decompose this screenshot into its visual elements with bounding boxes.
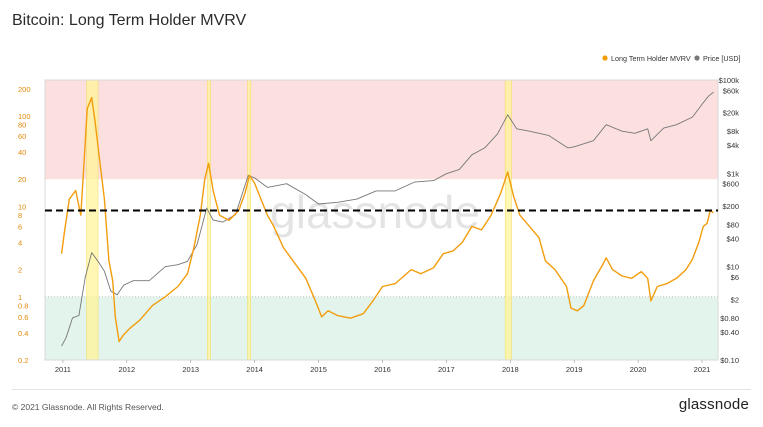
right-tick-label: $600 (722, 180, 739, 189)
left-tick-label: 10 (18, 202, 26, 211)
right-tick-label: $20k (723, 109, 740, 118)
price-series-line (61, 91, 714, 347)
x-tick-label: 2012 (118, 365, 135, 374)
right-axis: $100k$60k$20k$8k$4k$1k$600$200$80$40$10$… (719, 76, 740, 365)
x-tick-label: 2019 (566, 365, 583, 374)
x-tick-label: 2020 (630, 365, 647, 374)
copyright-text: © 2021 Glassnode. All Rights Reserved. (12, 402, 164, 412)
x-tick-label: 2018 (502, 365, 519, 374)
right-tick-label: $2 (731, 295, 739, 304)
x-tick-label: 2017 (438, 365, 455, 374)
right-tick-label: $8k (727, 127, 739, 136)
zone-1 (45, 296, 718, 360)
legend-label-1: Price [USD] (703, 54, 741, 63)
right-tick-label: $1k (727, 169, 739, 178)
left-tick-label: 2 (18, 266, 22, 275)
highlight-band-2 (247, 79, 252, 361)
left-tick-label: 100 (18, 112, 31, 121)
left-tick-label: 40 (18, 148, 26, 157)
x-tick-label: 2011 (55, 365, 71, 374)
right-tick-label: $0.10 (720, 356, 739, 365)
zone-0 (45, 80, 718, 180)
left-tick-label: 80 (18, 121, 26, 130)
x-tick-label: 2014 (246, 365, 263, 374)
x-tick-label: 2015 (310, 365, 327, 374)
legend-label-0: Long Term Holder MVRV (611, 54, 691, 63)
highlight-band-3 (504, 79, 512, 361)
left-tick-label: 0.2 (18, 356, 28, 365)
x-tick-label: 2016 (374, 365, 391, 374)
plot-border (44, 79, 719, 361)
left-tick-label: 4 (18, 238, 22, 247)
legend-marker-1 (694, 55, 700, 61)
left-tick-label: 60 (18, 132, 26, 141)
left-tick-label: 1 (18, 293, 22, 302)
x-axis: 2011 2012 2013 2014 2015 2016 2017 2018 2019 2020… (55, 360, 711, 374)
watermark: glassnode (270, 186, 480, 238)
chart-title: Bitcoin: Long Term Holder MVRV (12, 12, 247, 29)
series-layer (60, 91, 714, 347)
legend: Long Term Holder MVRV Price [USD] (602, 54, 741, 63)
right-tick-label: $0.80 (720, 314, 739, 323)
highlight-band-0 (86, 79, 99, 361)
right-tick-label: $0.40 (720, 328, 739, 337)
left-tick-label: 8 (18, 211, 22, 220)
right-tick-label: $60k (723, 86, 740, 95)
right-tick-label: $4k (727, 141, 739, 150)
zones-layer (45, 80, 718, 360)
legend-marker-0 (602, 55, 608, 61)
left-tick-label: 6 (18, 222, 22, 231)
x-tick-label: 2021 (694, 365, 711, 374)
footer-logo: glassnode (678, 396, 749, 413)
footer-divider (12, 389, 751, 390)
right-tick-label: $80 (726, 221, 739, 230)
left-tick-label: 0.4 (18, 329, 28, 338)
right-tick-label: $200 (722, 202, 739, 211)
x-tick-label: 2013 (182, 365, 199, 374)
mvrv-series-line (60, 96, 714, 343)
left-tick-label: 0.8 (18, 302, 28, 311)
highlight-band-1 (207, 79, 211, 361)
right-tick-label: $6 (731, 273, 739, 282)
right-tick-label: $10 (726, 263, 739, 272)
right-tick-label: $100k (719, 76, 740, 85)
left-tick-label: 200 (18, 85, 31, 94)
left-tick-label: 0.6 (18, 313, 28, 322)
right-tick-label: $40 (726, 235, 739, 244)
left-tick-label: 20 (18, 175, 26, 184)
